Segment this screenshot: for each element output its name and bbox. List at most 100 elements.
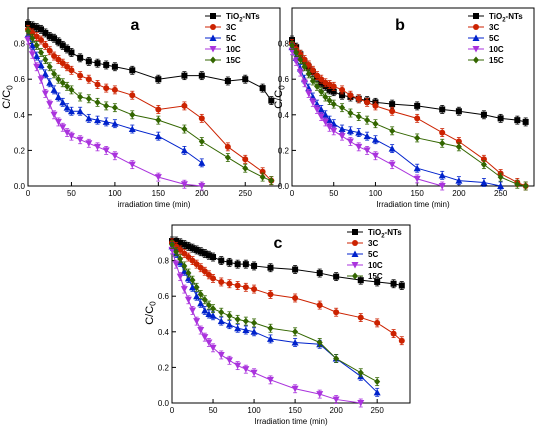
data-point — [173, 248, 180, 256]
x-tick-label: 100 — [369, 189, 383, 198]
data-point — [128, 125, 136, 133]
x-tick-label: 250 — [239, 189, 253, 198]
y-tick-label: 0.2 — [14, 146, 26, 155]
data-point — [76, 107, 84, 115]
data-point — [390, 280, 397, 287]
data-point — [514, 117, 521, 124]
data-point — [330, 83, 337, 90]
data-point — [439, 129, 446, 136]
data-point — [224, 143, 231, 150]
data-point — [210, 275, 217, 282]
data-point — [111, 120, 119, 127]
data-point — [154, 174, 162, 181]
data-point — [363, 132, 371, 140]
data-point — [455, 143, 462, 151]
data-point — [316, 391, 324, 398]
data-point — [46, 101, 54, 108]
data-point — [414, 115, 421, 122]
data-point — [357, 314, 364, 321]
data-point — [374, 319, 381, 326]
legend-marker — [472, 34, 480, 41]
data-point — [251, 319, 258, 327]
data-point — [333, 309, 340, 316]
y-tick-label: 0.4 — [14, 111, 26, 120]
data-point — [63, 129, 71, 137]
data-point — [330, 127, 338, 135]
y-tick-label: 0.8 — [278, 40, 290, 49]
legend-marker — [473, 13, 479, 19]
data-point — [197, 248, 204, 255]
data-point — [189, 257, 196, 264]
data-point — [111, 86, 118, 93]
data-point — [111, 104, 118, 112]
data-point — [226, 259, 233, 266]
x-tick-label: 50 — [329, 189, 338, 198]
data-point — [388, 145, 396, 152]
data-point — [242, 326, 250, 334]
data-point — [389, 108, 396, 115]
y-tick-label: 0.6 — [158, 292, 170, 301]
y-tick-label: 0.0 — [14, 182, 26, 191]
data-point — [309, 67, 316, 74]
data-point — [185, 243, 192, 250]
chart-panel-b: 0 50 100 150 200 250 0.0 0.2 0.4 0.6 0.8 Irradiatio… — [273, 7, 535, 209]
data-point — [373, 388, 381, 396]
data-point — [64, 63, 71, 70]
legend-marker — [209, 34, 217, 41]
data-point — [155, 76, 162, 83]
panel-letter: a — [131, 17, 140, 34]
data-point — [38, 37, 45, 44]
data-point — [374, 278, 381, 285]
data-point — [338, 125, 346, 133]
data-point — [414, 102, 421, 109]
data-point — [201, 334, 209, 341]
data-point — [37, 76, 45, 83]
x-tick-label: 200 — [329, 406, 343, 415]
data-point — [242, 76, 249, 83]
data-point — [297, 56, 304, 64]
data-point — [77, 93, 84, 101]
data-point — [364, 99, 371, 106]
legend-marker — [352, 272, 358, 280]
data-point — [455, 108, 462, 115]
data-point — [330, 88, 337, 95]
data-point — [129, 92, 136, 99]
data-point — [317, 105, 325, 113]
data-point — [480, 111, 487, 118]
data-point — [251, 262, 258, 269]
data-point — [210, 254, 217, 261]
data-point — [189, 276, 196, 284]
legend-label: 5C — [226, 34, 236, 43]
legend-label: 3C — [489, 23, 499, 32]
data-point — [326, 86, 333, 93]
data-point — [37, 61, 45, 68]
data-point — [339, 104, 346, 112]
data-point — [189, 245, 196, 252]
data-point — [205, 339, 213, 346]
x-axis-label: Irradiation time (min) — [254, 417, 328, 426]
data-point — [94, 143, 102, 151]
legend-marker — [352, 229, 358, 235]
data-point — [201, 268, 208, 275]
series-line — [171, 244, 378, 383]
x-tick-label: 100 — [108, 189, 122, 198]
data-point — [301, 63, 308, 71]
data-point — [497, 182, 505, 189]
series-10C — [24, 35, 206, 191]
data-point — [292, 266, 299, 273]
data-point — [129, 111, 136, 119]
legend-label: 10C — [489, 45, 504, 54]
data-point — [85, 95, 92, 103]
legend-label: 10C — [226, 45, 241, 54]
data-point — [292, 328, 299, 336]
data-point — [218, 257, 225, 264]
data-point — [50, 86, 58, 93]
data-point — [193, 292, 201, 300]
legend-marker — [472, 46, 480, 53]
legend-marker — [209, 46, 217, 53]
x-tick-label: 150 — [410, 189, 424, 198]
data-point — [347, 92, 354, 99]
legend-label: 15C — [226, 56, 241, 65]
data-point — [85, 114, 93, 122]
